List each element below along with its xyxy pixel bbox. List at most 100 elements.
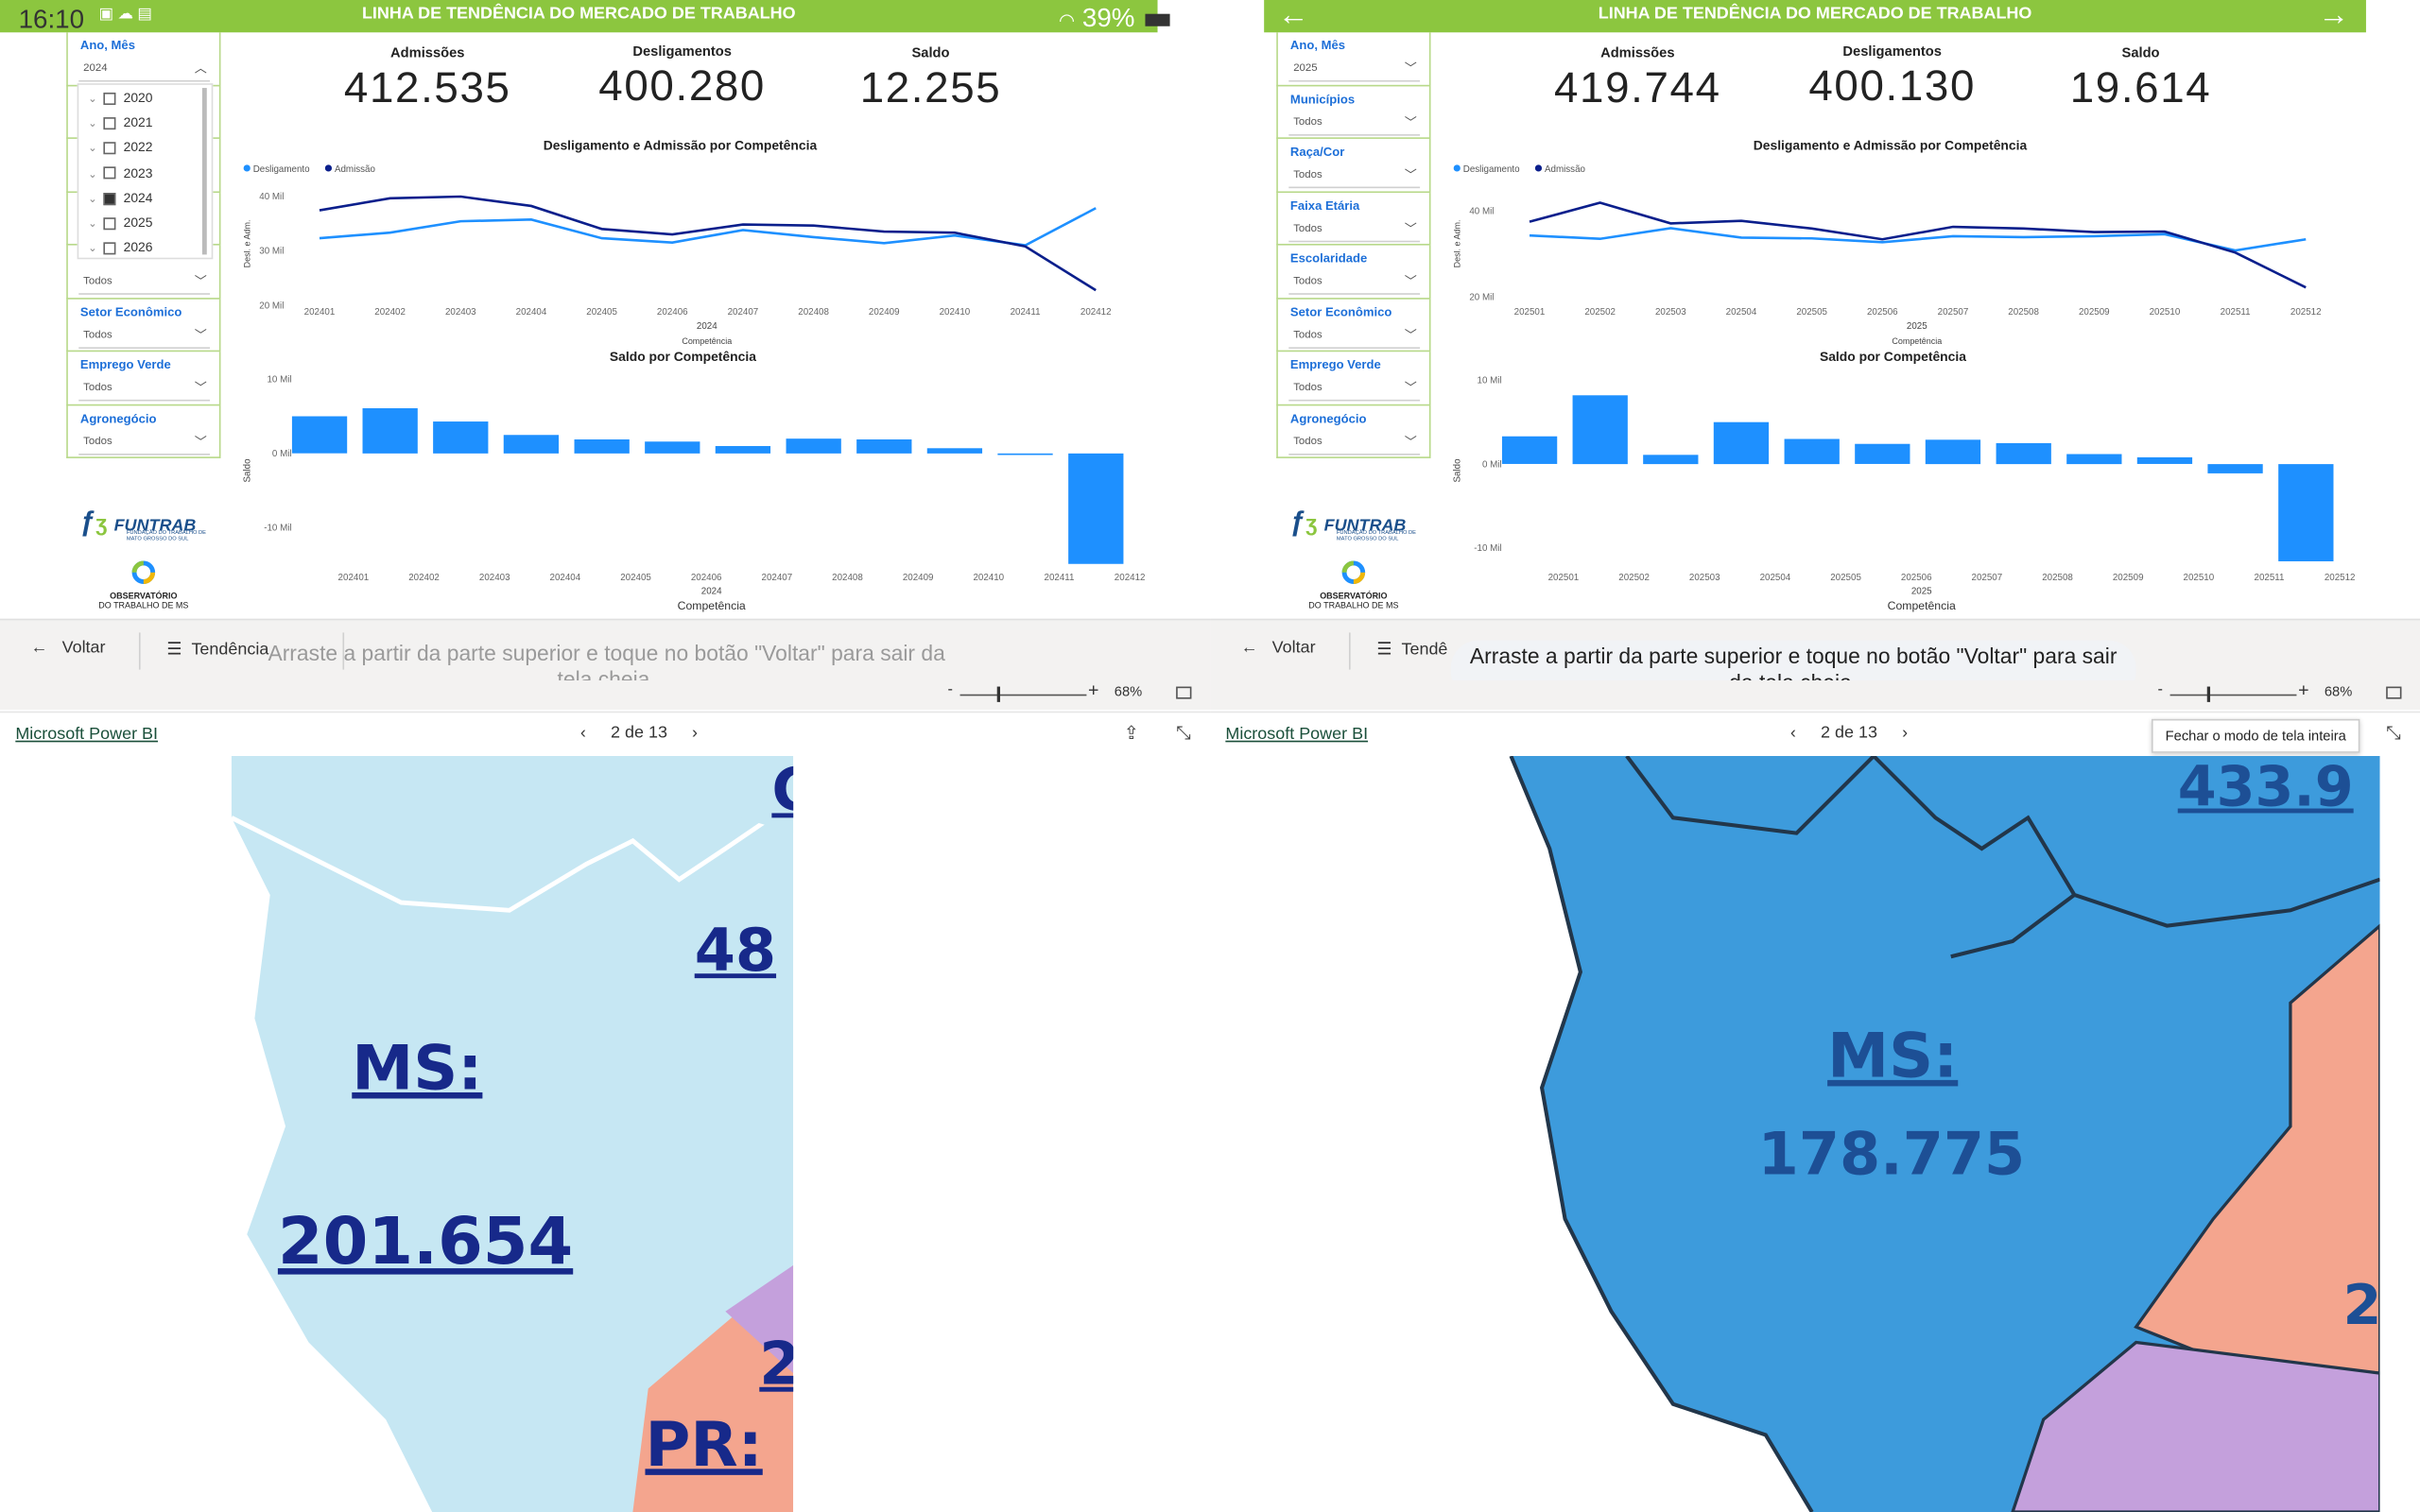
share-icon[interactable]: ⇪ (1123, 722, 1140, 744)
prev-page-button[interactable]: ‹ (579, 723, 586, 743)
back-button[interactable]: ← Voltar (1241, 639, 1316, 658)
x-tick-label: 202508 (2008, 307, 2039, 318)
zoom-slider[interactable] (2169, 694, 2297, 696)
checkbox[interactable] (103, 166, 116, 180)
powerbi-link[interactable]: Microsoft Power BI (15, 725, 159, 744)
fit-page-icon[interactable] (2386, 686, 2402, 699)
fit-page-icon[interactable] (1176, 686, 1192, 699)
slicer-agronegocio[interactable]: Agronegócio Todos ﹀ (1276, 404, 1431, 458)
slicer-dropdown[interactable]: Todos ﹀ (1288, 113, 1421, 135)
zoom-bar: - + 68% (0, 679, 1211, 711)
slicer-agronegocio[interactable]: Agronegócio Todos ﹀ (66, 404, 221, 458)
bar (1713, 421, 1770, 465)
slicer-title: Setor Econômico (1289, 304, 1392, 319)
slicer-municipios[interactable]: Municípios Todos ﹀ (1276, 85, 1431, 139)
scrollbar[interactable] (201, 88, 207, 255)
y-tick-label: -10 Mil (264, 524, 291, 534)
x-tick-label: 202504 (1760, 573, 1791, 583)
slicer-emprego-verde[interactable]: Emprego Verde Todos ﹀ (66, 352, 221, 405)
zoom-slider[interactable] (959, 694, 1087, 696)
x-tick-label: 202507 (1972, 573, 2003, 583)
year-option[interactable]: ⌄ 2022 (78, 135, 211, 160)
zoom-slider-thumb[interactable] (2206, 686, 2211, 702)
map-ms-label: MS: (1827, 1021, 1959, 1092)
slicer-dropdown[interactable]: Todos ﹀ (78, 380, 211, 402)
year-label: 2025 (123, 214, 153, 231)
map-ms-value: 178.775 (1757, 1120, 2026, 1189)
exit-fullscreen-icon[interactable]: ⤡ (2386, 722, 2401, 744)
arrow-left-icon: ← (30, 638, 48, 658)
zoom-out-button[interactable]: - (2157, 681, 2163, 699)
slicer-panel: Ano, Mês 2025 ﹀ Municípios Todos ﹀ Raça/Co… (1276, 32, 1431, 458)
zoom-out-button[interactable]: - (947, 681, 953, 699)
map-pr-label: PR: (645, 1410, 763, 1482)
slicer-faixa-etaria[interactable]: Faixa Etária Todos ﹀ (1276, 192, 1431, 246)
y-tick-label: 10 Mil (267, 375, 291, 386)
legend-entry: Desligamento (1463, 164, 1520, 175)
slicer-hidden-4[interactable]: Todos ﹀ (66, 245, 221, 299)
trend-button[interactable]: ☰ Tendê (1376, 639, 1447, 660)
slicer-dropdown[interactable]: Todos ﹀ (78, 433, 211, 455)
checkbox-checked[interactable] (103, 192, 116, 205)
slicer-dropdown[interactable]: 2024 ︿ (78, 60, 211, 82)
year-dropdown-list[interactable]: ⌄ 2020 ⌄ 2021 ⌄ 2022 ⌄ 2023 ⌄ 2024 ⌄ 2025 ⌄ 202… (77, 83, 214, 260)
year-option[interactable]: ⌄ 2020 (78, 85, 211, 110)
x-tick-label: 202509 (2113, 573, 2144, 583)
right-map-image: MS: 178.775 433.9 2. (1210, 756, 2380, 1512)
slicer-dropdown[interactable]: Todos ﹀ (1288, 220, 1421, 242)
arrow-right-icon[interactable]: → (2318, 0, 2349, 33)
slicer-raca-cor[interactable]: Raça/Cor Todos ﹀ (1276, 138, 1431, 193)
next-page-button[interactable]: › (692, 723, 699, 743)
slicer-emprego-verde[interactable]: Emprego Verde Todos ﹀ (1276, 352, 1431, 405)
slicer-setor-economico[interactable]: Setor Econômico Todos ﹀ (1276, 298, 1431, 352)
checkbox[interactable] (103, 116, 116, 130)
year-option[interactable]: ⌄ 2024 (78, 185, 211, 210)
checkbox[interactable] (103, 92, 116, 105)
checkbox[interactable] (103, 242, 116, 255)
bar (2278, 464, 2334, 561)
slicer-dropdown[interactable]: Todos ﹀ (78, 273, 211, 295)
next-page-button[interactable]: › (1902, 723, 1909, 743)
obs-line2: DO TRABALHO DE MS (1308, 601, 1399, 611)
kpi-desligamentos: Desligamentos 400.280 (596, 43, 769, 112)
slicer-dropdown[interactable]: Todos ﹀ (1288, 166, 1421, 189)
y-tick-label: 40 Mil (259, 192, 284, 202)
exit-fullscreen-icon[interactable]: ⤡ (1176, 722, 1191, 744)
x-tick-label: 202509 (2079, 307, 2110, 318)
year-option[interactable]: ⌄ 2021 (78, 110, 211, 134)
slicer-dropdown[interactable]: Todos ﹀ (78, 326, 211, 349)
obs-line1: OBSERVATÓRIO (1320, 592, 1388, 602)
x-tick-label: 202412 (1115, 573, 1146, 583)
year-option[interactable]: ⌄ 2025 (78, 210, 211, 234)
checkbox[interactable] (103, 216, 116, 230)
slicer-dropdown[interactable]: Todos ﹀ (1288, 273, 1421, 295)
slicer-dropdown[interactable]: 2025 ﹀ (1288, 60, 1421, 82)
slicer-dropdown[interactable]: Todos ﹀ (1288, 380, 1421, 402)
bar-chart: 10 Mil 0 Mil -10 Mil Saldo 202501 202502 20250… (1453, 376, 2356, 612)
checkbox[interactable] (103, 142, 116, 155)
year-label: 2026 (123, 239, 153, 255)
zoom-in-button[interactable]: + (2298, 679, 2309, 701)
year-option[interactable]: ⌄ 2026 (78, 234, 211, 259)
chevron-down-icon: ⌄ (88, 244, 97, 255)
chevron-down-icon: ﹀ (1404, 167, 1417, 182)
slicer-ano-mes[interactable]: Ano, Mês 2024 ︿ (66, 32, 221, 86)
powerbi-link[interactable]: Microsoft Power BI (1225, 725, 1369, 744)
x-tick-label: 202504 (1726, 307, 1757, 318)
trend-button[interactable]: ☰ Tendência (166, 639, 268, 660)
year-option[interactable]: ⌄ 2023 (78, 160, 211, 184)
slicer-setor-economico[interactable]: Setor Econômico Todos ﹀ (66, 298, 221, 352)
slicer-dropdown[interactable]: Todos ﹀ (1288, 433, 1421, 455)
slicer-ano-mes[interactable]: Ano, Mês 2025 ﹀ (1276, 32, 1431, 86)
zoom-slider-thumb[interactable] (996, 686, 1000, 702)
status-time: 16:10 (18, 4, 85, 34)
back-button[interactable]: ← Voltar (31, 639, 106, 658)
zoom-in-button[interactable]: + (1088, 679, 1099, 701)
legend-entry: Admissão (1545, 164, 1586, 175)
arrow-left-icon[interactable]: ← (1277, 0, 1309, 33)
zoom-value: 68% (2324, 683, 2353, 699)
kpi-label: Saldo (911, 44, 950, 60)
slicer-escolaridade[interactable]: Escolaridade Todos ﹀ (1276, 245, 1431, 299)
prev-page-button[interactable]: ‹ (1789, 723, 1796, 743)
slicer-dropdown[interactable]: Todos ﹀ (1288, 326, 1421, 349)
